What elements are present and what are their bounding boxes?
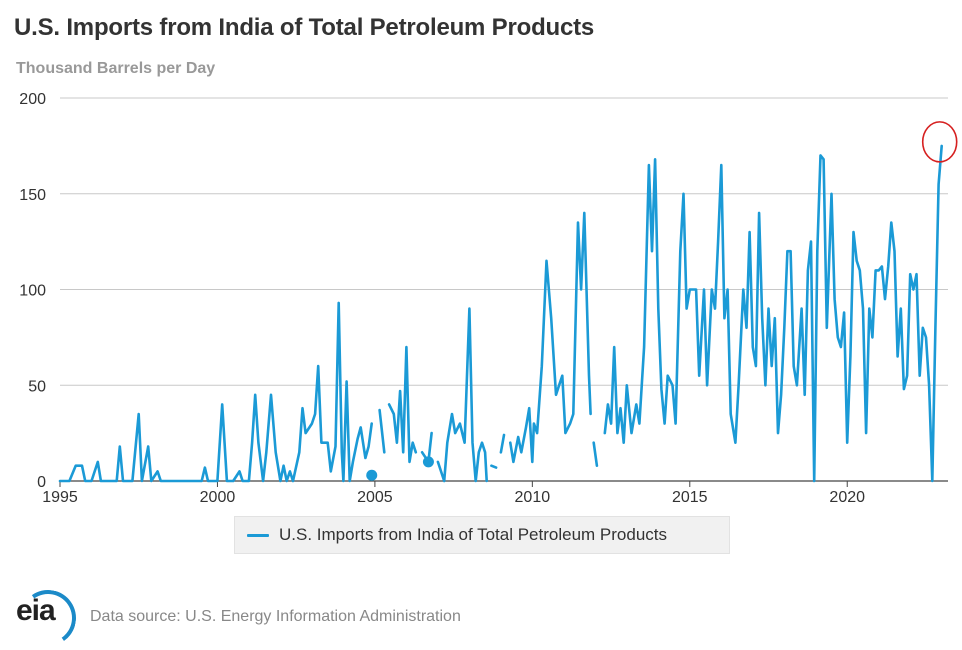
footer: eia Data source: U.S. Energy Information… <box>15 585 461 650</box>
x-tick-label: 1995 <box>42 489 78 506</box>
x-tick-label: 2000 <box>200 489 236 506</box>
y-tick-label: 150 <box>19 187 46 204</box>
y-axis-ticks: 0 50 100 150 200 <box>19 91 46 491</box>
eia-logo[interactable]: eia <box>15 585 81 650</box>
x-axis-ticks: 1995 2000 2005 2010 2015 2020 <box>42 481 865 506</box>
series-line-segment <box>378 408 386 454</box>
x-tick-label: 2010 <box>515 489 551 506</box>
y-tick-label: 0 <box>37 474 46 491</box>
grid-lines <box>60 97 948 482</box>
y-tick-label: 200 <box>19 91 46 108</box>
eia-logo-text: eia <box>16 594 56 627</box>
chart-title: U.S. Imports from India of Total Petrole… <box>14 14 595 41</box>
legend-swatch <box>247 533 269 537</box>
annotation-circle <box>921 121 958 163</box>
data-source: Data source: U.S. Energy Information Adm… <box>90 608 461 625</box>
data-point <box>422 456 434 468</box>
series-lines <box>58 144 943 483</box>
series-line-segment <box>592 441 599 467</box>
series-line-segment <box>58 301 373 483</box>
series-points <box>366 456 434 481</box>
x-tick-label: 2020 <box>829 489 865 506</box>
series-line-segment <box>603 144 943 483</box>
series-line-segment <box>387 345 418 464</box>
x-tick-label: 2005 <box>357 489 393 506</box>
y-tick-label: 100 <box>19 283 46 300</box>
x-tick-label: 2015 <box>672 489 708 506</box>
chart-subtitle: Thousand Barrels per Day <box>16 60 216 77</box>
series-line-segment <box>499 433 506 454</box>
line-chart: 0 50 100 150 200 1995 2000 2005 2010 2015 2020 <box>19 91 958 506</box>
series-line-segment <box>490 464 498 469</box>
data-point <box>366 469 378 481</box>
series-line-segment <box>509 211 592 464</box>
series-line-segment <box>436 307 488 483</box>
legend[interactable]: U.S. Imports from India of Total Petrole… <box>234 516 730 554</box>
y-tick-label: 50 <box>28 378 46 395</box>
legend-label: U.S. Imports from India of Total Petrole… <box>279 525 668 544</box>
